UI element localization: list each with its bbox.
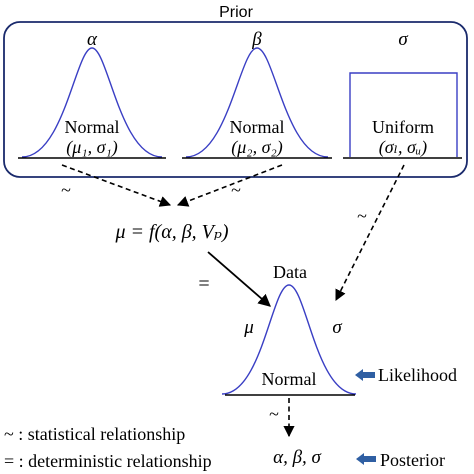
beta-dist-args: (μ₂, σ₂)	[231, 137, 282, 158]
alpha-normal-curve	[21, 47, 163, 158]
beta-normal-curve	[185, 47, 329, 158]
mu-to-data-arrow	[207, 251, 271, 307]
prior-title: Prior	[219, 4, 253, 21]
likelihood-left-arrow-icon	[355, 369, 375, 381]
data-mu-label: μ	[243, 317, 254, 338]
equals-symbol: =	[198, 273, 209, 295]
alpha-tilde: ~	[61, 180, 71, 200]
mu-equation: μ = f(α, β, Vₚ)	[114, 221, 228, 243]
sigma-uniform-shape	[349, 72, 458, 157]
data-title: Data	[273, 262, 307, 282]
legend-deterministic: = : deterministic relationship	[4, 451, 212, 471]
alpha-dist-args: (μ₁, σ₁)	[66, 137, 117, 158]
prior-box	[3, 21, 468, 178]
beta-to-mu-arrow	[176, 164, 283, 207]
sigma-dist-args: (σₗ, σᵤ)	[379, 137, 427, 158]
sigma-to-data-arrow	[335, 164, 405, 302]
likelihood-normal-curve	[221, 284, 357, 395]
data-dist-label: Normal	[262, 369, 317, 389]
alpha-symbol: α	[87, 29, 98, 50]
beta-dist-label: Normal	[230, 117, 285, 137]
alpha-to-mu-arrow	[61, 164, 172, 207]
sigma-dist-label: Uniform	[372, 117, 434, 137]
data-sigma-label: σ	[332, 317, 342, 338]
posterior-tilde: ~	[269, 404, 279, 424]
posterior-left-arrow-icon	[356, 453, 376, 465]
beta-symbol: β	[251, 29, 262, 50]
posterior-label: Posterior	[380, 450, 445, 470]
posterior-vars: α, β, σ	[273, 447, 321, 468]
alpha-dist-label: Normal	[65, 117, 120, 137]
sigma-tilde: ~	[357, 206, 367, 226]
sigma-symbol: σ	[398, 29, 408, 50]
beta-tilde: ~	[231, 180, 241, 200]
likelihood-label: Likelihood	[378, 365, 457, 385]
legend-statistical: ~ : statistical relationship	[4, 424, 185, 444]
